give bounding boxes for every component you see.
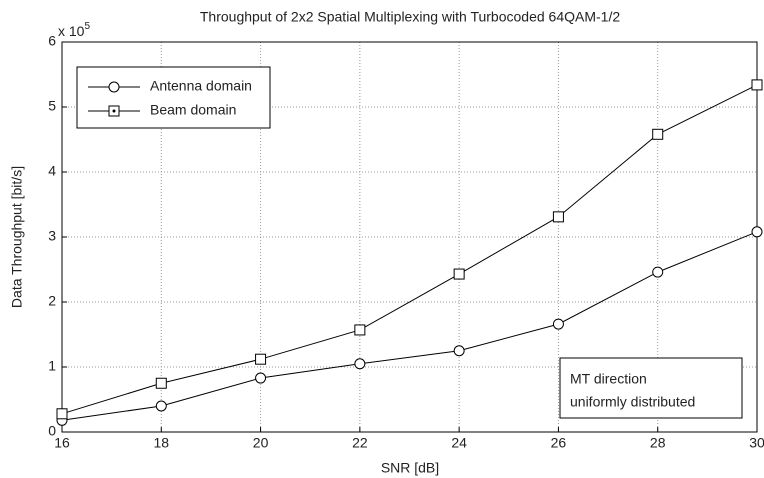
x-axis-label: SNR [dB] — [381, 460, 439, 476]
series-line — [61, 231, 758, 421]
point — [652, 266, 664, 278]
multiplier-base: x 10 — [58, 23, 85, 39]
point — [354, 358, 366, 370]
chart-title: Throughput of 2x2 Spatial Multiplexing w… — [200, 9, 620, 25]
x-tick-label: 30 — [749, 435, 764, 451]
x-tick-label: 22 — [352, 435, 368, 451]
point — [354, 324, 366, 336]
point — [552, 318, 564, 330]
y-tick-label: 6 — [48, 33, 56, 49]
annotation-text: MT direction — [570, 371, 647, 387]
legend-label: Beam domain — [150, 102, 236, 118]
y-tick-label: 2 — [48, 293, 56, 309]
series-line — [61, 84, 758, 415]
legend-marker — [108, 81, 120, 93]
legend-box — [76, 66, 271, 129]
point — [155, 400, 167, 412]
legend-label: Antenna domain — [150, 78, 252, 94]
y-axis-label: Data Throughput [bit/s] — [9, 166, 25, 308]
point — [552, 211, 564, 223]
annotation-text: uniformly distributed — [570, 394, 695, 410]
point — [56, 408, 68, 420]
y-tick-label: 4 — [48, 163, 56, 179]
point — [652, 128, 664, 140]
x-tick-label: 18 — [153, 435, 169, 451]
point — [155, 377, 167, 389]
point — [255, 372, 267, 384]
multiplier-exponent: 5 — [84, 21, 90, 32]
y-tick-label: 3 — [48, 228, 56, 244]
point — [453, 345, 465, 357]
x-tick-label: 20 — [253, 435, 269, 451]
point — [751, 79, 763, 91]
y-tick-label: 1 — [48, 358, 56, 374]
y-tick-label: 5 — [48, 98, 56, 114]
annotation-box — [559, 357, 743, 419]
legend-marker-dot — [112, 109, 116, 113]
x-tick-label: 26 — [551, 435, 567, 451]
x-tick-label: 28 — [650, 435, 666, 451]
point — [751, 226, 763, 238]
y-tick-label: 0 — [48, 423, 56, 439]
point — [453, 268, 465, 280]
y-multiplier: x 105 — [58, 21, 90, 39]
point — [255, 353, 267, 365]
x-tick-label: 24 — [451, 435, 467, 451]
x-tick-label: 16 — [54, 435, 70, 451]
